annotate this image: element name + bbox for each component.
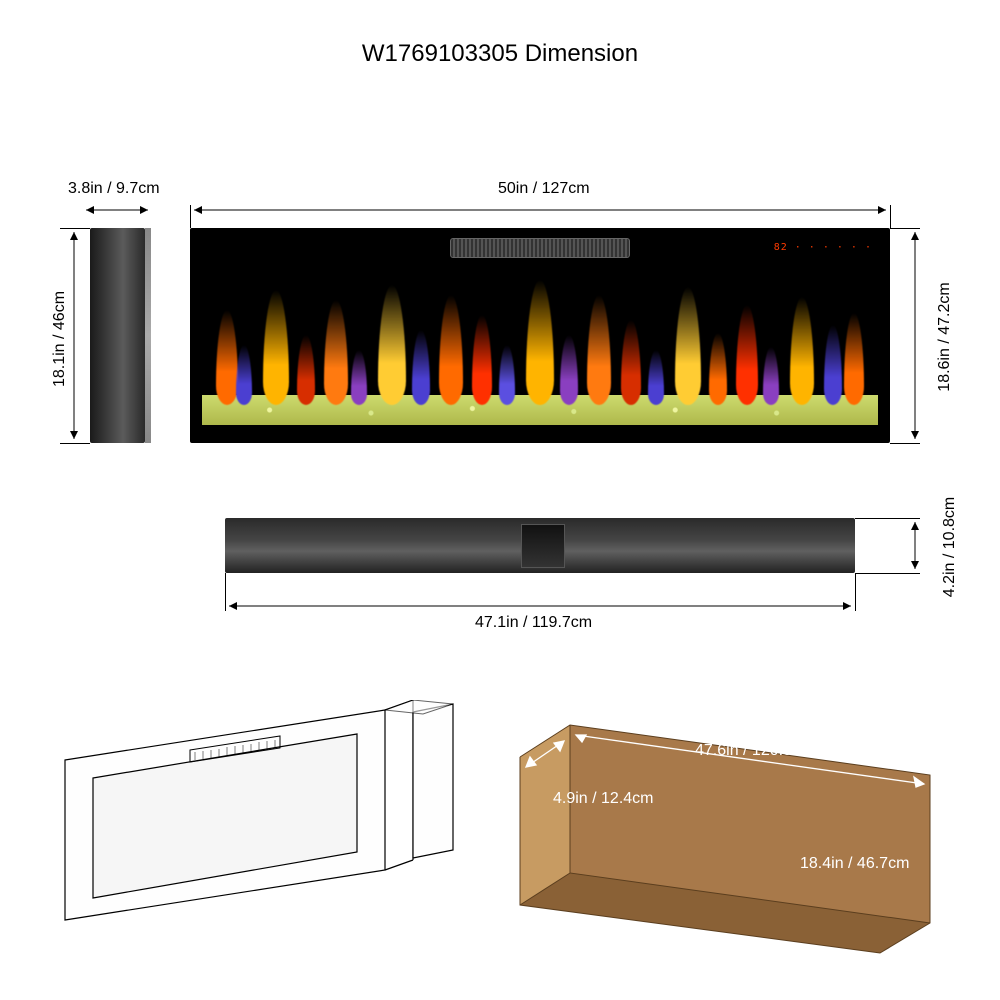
flame [621, 320, 641, 405]
arrow-top-width [225, 596, 855, 616]
flame [412, 330, 430, 405]
iso-front-drawing [55, 700, 475, 930]
flame [297, 335, 315, 405]
flame [324, 300, 348, 405]
dim-cavity-height: 18.4in / 46.7cm [800, 855, 909, 873]
dim-side-depth: 3.8in / 9.7cm [68, 180, 160, 198]
arrow-front-width [190, 200, 890, 220]
flame [736, 305, 758, 405]
flame [844, 313, 864, 405]
flame [499, 345, 515, 405]
front-display-readout: 82 · · · · · · [774, 242, 872, 253]
top-view-panel [225, 518, 855, 573]
flame-area [202, 268, 878, 425]
flame [824, 325, 842, 405]
dim-top-width: 47.1in / 119.7cm [475, 614, 592, 632]
front-vent [450, 238, 630, 258]
flame [439, 295, 463, 405]
flame [526, 280, 554, 405]
dim-top-depth: 4.2in / 10.8cm [941, 482, 959, 612]
flame [351, 350, 367, 405]
dim-front-width: 50in / 127cm [498, 180, 590, 198]
iso-cavity-drawing [500, 695, 960, 955]
flame [587, 295, 611, 405]
arrow-side-depth [82, 200, 152, 220]
flame [790, 297, 814, 405]
page-title: W1769103305 Dimension [0, 40, 1000, 68]
flame [709, 333, 727, 405]
dim-front-height: 18.6in / 47.2cm [936, 272, 954, 402]
flame [236, 345, 252, 405]
flame [648, 350, 664, 405]
arrow-front-height [905, 228, 925, 443]
dim-cavity-depth: 4.9in / 12.4cm [553, 790, 654, 808]
flame [763, 347, 779, 405]
side-view-panel [90, 228, 145, 443]
flame [675, 287, 701, 405]
dim-cavity-width: 47.6in / 120.9cm [695, 742, 813, 760]
flame [378, 285, 406, 405]
flame [472, 315, 492, 405]
arrow-top-depth [905, 518, 925, 573]
flame [560, 335, 578, 405]
flame [263, 290, 289, 405]
flame [216, 310, 238, 405]
arrow-side-height [64, 228, 84, 443]
front-view-panel: 82 · · · · · · [190, 228, 890, 443]
